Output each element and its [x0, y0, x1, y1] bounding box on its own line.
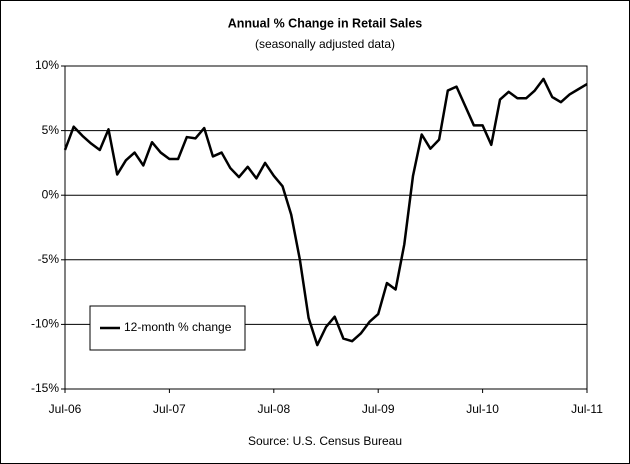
- source-note: Source: U.S. Census Bureau: [248, 434, 402, 448]
- chart-subtitle: (seasonally adjusted data): [255, 37, 395, 51]
- x-tick-label: Jul-07: [153, 402, 186, 416]
- data-line: [63, 77, 588, 347]
- x-tick-label: Jul-10: [466, 402, 499, 416]
- x-tick-label: Jul-08: [257, 402, 290, 416]
- y-tick-label: 0%: [42, 187, 60, 201]
- y-tick-label: 5%: [42, 123, 60, 137]
- y-tick-label: -10%: [31, 317, 59, 331]
- plot-area: [64, 65, 588, 390]
- x-tick-label: Jul-09: [362, 402, 395, 416]
- x-tick-label: Jul-06: [49, 402, 82, 416]
- legend-label: 12-month % change: [124, 320, 232, 334]
- y-tick-label: 10%: [35, 58, 59, 72]
- x-tick-label: Jul-11: [571, 402, 603, 416]
- y-tick-label: -5%: [38, 252, 60, 266]
- chart-title: Annual % Change in Retail Sales: [228, 16, 423, 30]
- y-tick-label: -15%: [31, 381, 59, 395]
